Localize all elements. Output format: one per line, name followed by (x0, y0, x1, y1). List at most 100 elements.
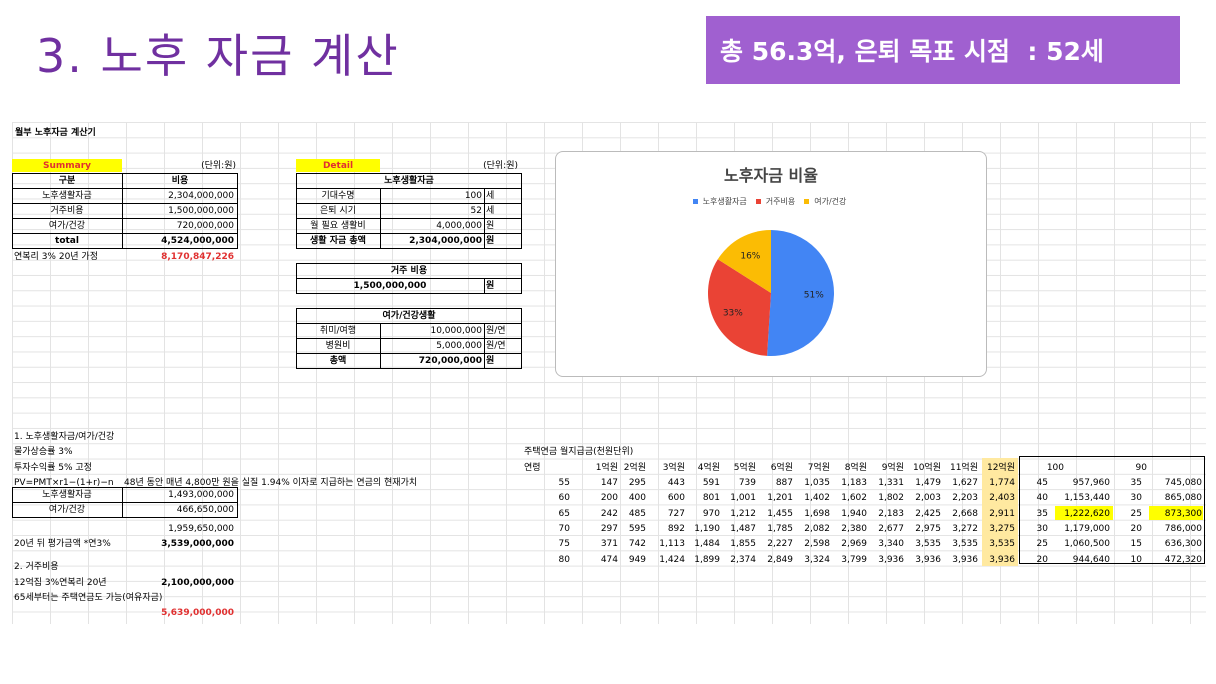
pension-value: 3,340 (878, 539, 904, 550)
years-value: 944,640 (1072, 554, 1110, 565)
grid-line (12, 188, 238, 189)
leisure-row-label: 취미/여행 (319, 326, 357, 336)
pension-value: 1,183 (841, 478, 867, 488)
pension-value: 801 (702, 493, 720, 504)
grid-line (122, 173, 123, 249)
years-value: 45 (1036, 478, 1048, 488)
legend-entry: 거주비용 (755, 197, 798, 206)
summary-row-value: 720,000,000 (176, 221, 234, 231)
grid-line (296, 353, 522, 354)
pension-value: 2,598 (804, 539, 830, 550)
cell-fill (12, 159, 122, 172)
pension-value: 2,668 (952, 508, 978, 519)
detail-row-unit: 원 (486, 236, 495, 246)
section1-row-label: 노후생활자금 (42, 490, 92, 500)
chart-legend: 노후생활자금 거주비용 여가/건강 (556, 196, 986, 207)
table-border (12, 173, 238, 249)
years-value: 865,080 (1164, 493, 1202, 504)
pension-value: 297 (600, 523, 618, 534)
pension-col-header: 7억원 (807, 463, 830, 473)
ratio-pie-chart: 노후자금 비율 노후생활자금 거주비용 여가/건강 51% 33% 16% (555, 151, 987, 377)
pension-value: 591 (702, 478, 720, 488)
pension-value: 2,975 (915, 523, 941, 534)
pie-slice-label: 51% (804, 290, 824, 300)
legend-label: 거주비용 (765, 197, 796, 206)
pension-value: 1,035 (804, 478, 830, 488)
years-value: 873,300 (1164, 508, 1202, 519)
summary-col-header: 비용 (171, 176, 189, 186)
section1-future-label: 20년 뒤 평가금액 *연3% (14, 539, 111, 549)
pension-value: 2,849 (767, 554, 793, 565)
pension-value: 3,936 (989, 554, 1015, 565)
grid-line (296, 278, 522, 279)
leisure-row-value: 720,000,000 (418, 356, 482, 366)
leisure-row-label: 병원비 (325, 341, 351, 351)
pension-value: 1,201 (767, 493, 793, 504)
pension-value: 1,785 (767, 523, 793, 534)
legend-label: 여가/건강 (814, 197, 847, 206)
section2-total: 5,639,000,000 (161, 608, 234, 618)
pension-value: 3,535 (952, 539, 978, 550)
leisure-row-label: 총액 (329, 356, 347, 366)
pension-value: 595 (628, 523, 646, 534)
years-header: 90 (1135, 463, 1147, 473)
pension-col-header: 3억원 (662, 463, 685, 473)
years-value: 1,222,620 (1064, 508, 1110, 519)
summary-row-label: total (55, 236, 79, 246)
leisure-row-value: 10,000,000 (430, 326, 482, 336)
detail-row-unit: 원 (486, 221, 495, 231)
legend-swatch (755, 199, 761, 204)
grid-line (484, 188, 485, 249)
pension-value: 2,425 (915, 508, 941, 519)
pension-value: 887 (775, 478, 793, 488)
pension-value: 1,331 (878, 478, 904, 488)
years-value: 745,080 (1164, 478, 1202, 488)
pension-value: 1,698 (804, 508, 830, 519)
pension-value: 474 (600, 554, 618, 565)
years-value: 20 (1130, 523, 1142, 534)
pension-value: 739 (738, 478, 756, 488)
legend-swatch (692, 199, 698, 204)
pension-col-header: 10억원 (912, 463, 941, 473)
pension-col-header: 2억원 (623, 463, 646, 473)
table-border (1019, 456, 1205, 564)
pie-slice-1 (767, 230, 834, 356)
summary-label: Summary (42, 161, 92, 171)
pie-slice-3 (717, 230, 771, 293)
grid-line (12, 502, 238, 503)
pension-value: 1,190 (694, 523, 720, 534)
pension-value: 1,212 (730, 508, 756, 519)
pension-value: 727 (667, 508, 685, 519)
pie-slice-2 (708, 259, 771, 356)
years-value: 30 (1130, 493, 1142, 504)
years-value: 35 (1036, 508, 1048, 519)
grid-line (296, 233, 522, 234)
years-value: 25 (1036, 539, 1048, 550)
section1-row-value: 1,493,000,000 (168, 490, 234, 500)
detail-row-label: 은퇴 시기 (320, 206, 356, 216)
detail-living-title: 노후생활자금 (384, 176, 434, 186)
years-value: 15 (1130, 539, 1142, 550)
pension-value: 1,479 (915, 478, 941, 488)
summary-note-label: 연복리 3% 20년 가정 (14, 252, 98, 262)
detail-housing-unit: 원 (486, 281, 495, 291)
pension-value: 2,677 (878, 523, 904, 534)
pension-value: 3,275 (989, 523, 1015, 534)
pension-col-header: 1억원 (595, 463, 618, 473)
section1-row-value: 466,650,000 (176, 505, 234, 515)
pension-value: 2,003 (915, 493, 941, 504)
pension-value: 2,227 (767, 539, 793, 550)
chart-title: 노후자금 비율 (724, 166, 818, 185)
detail-row-value: 52 (470, 206, 482, 216)
grid-line (296, 203, 522, 204)
pension-value: 892 (667, 523, 685, 534)
pension-value: 1,402 (804, 493, 830, 504)
pension-value: 295 (628, 478, 646, 488)
pension-age: 65 (558, 508, 570, 519)
years-value: 25 (1130, 508, 1142, 519)
pension-value: 443 (667, 478, 685, 488)
years-value: 1,153,440 (1064, 493, 1110, 504)
years-value: 957,960 (1072, 478, 1110, 488)
pension-value: 400 (628, 493, 646, 504)
pension-value: 242 (600, 508, 618, 519)
